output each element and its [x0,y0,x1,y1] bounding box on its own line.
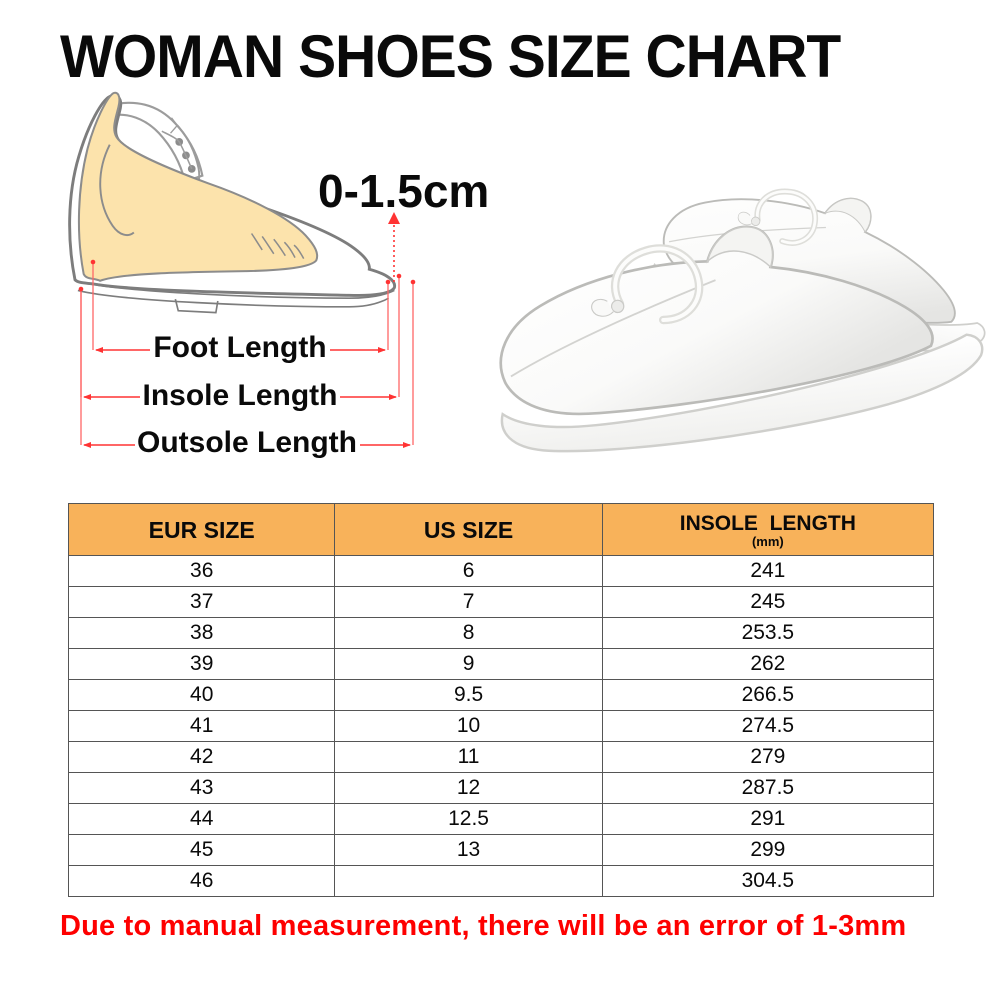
svg-text:Outsole Length: Outsole Length [137,426,357,459]
svg-text:Insole Length: Insole Length [143,379,338,412]
svg-text:Foot Length: Foot Length [153,331,326,364]
